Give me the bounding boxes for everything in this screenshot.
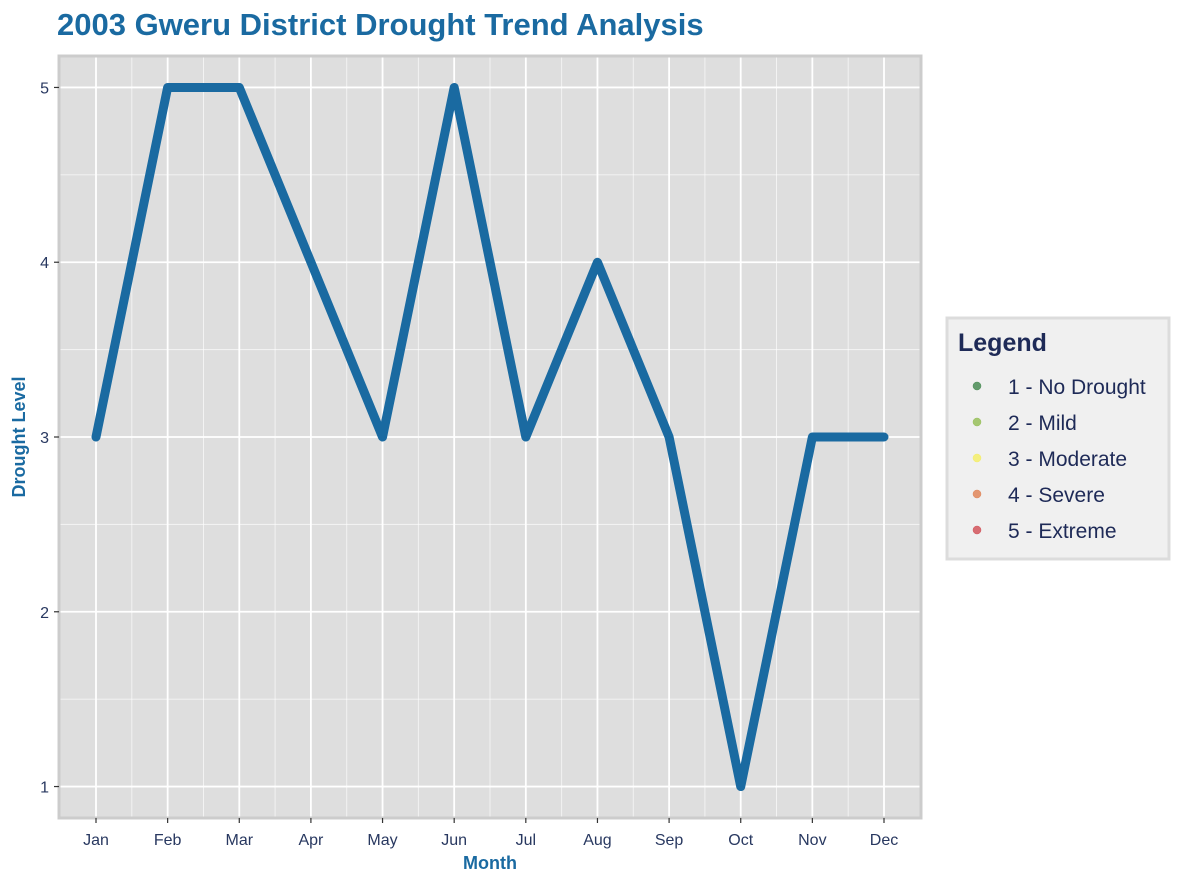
x-tick-label: Aug: [583, 832, 611, 849]
legend-key: [972, 525, 982, 535]
legend-label: 4 - Severe: [1008, 484, 1105, 507]
chart-title: 2003 Gweru District Drought Trend Analys…: [57, 7, 704, 42]
legend-box: [945, 316, 1171, 561]
y-tick-label: 5: [40, 80, 49, 97]
legend-label: 1 - No Drought: [1008, 376, 1146, 399]
x-tick-label: Oct: [728, 832, 753, 849]
legend-label: 5 - Extreme: [1008, 520, 1117, 543]
y-tick-label: 1: [40, 780, 49, 797]
legend-key: [972, 381, 982, 391]
x-tick-label: Dec: [870, 832, 898, 849]
data-point: [308, 260, 313, 265]
x-axis: Jan Feb Mar Apr May Jun Jul Aug Sep Oct Nov Dec: [83, 818, 898, 849]
y-tick-label: 3: [40, 430, 49, 447]
x-tick-label: Mar: [225, 832, 253, 849]
legend-label: 3 - Moderate: [1008, 448, 1127, 471]
legend-key: [972, 453, 982, 463]
legend-key: [972, 489, 982, 499]
legend-items: 1 - No Drought 2 - Mild 3 - Moderate 4 - Se…: [972, 376, 1146, 543]
data-point: [165, 85, 170, 90]
data-point: [667, 435, 672, 439]
x-tick-label: Sep: [655, 832, 684, 849]
data-point: [810, 435, 815, 439]
data-point: [882, 435, 886, 439]
x-tick-label: Jun: [441, 832, 467, 849]
x-tick-label: Apr: [298, 832, 324, 849]
data-point: [380, 435, 385, 439]
data-point: [523, 435, 528, 439]
y-axis-title: Drought Level: [9, 376, 29, 497]
x-tick-label: Jul: [516, 832, 536, 849]
data-point: [738, 784, 743, 789]
y-axis: 1 2 3 4 5: [40, 80, 59, 797]
legend-title: Legend: [958, 329, 1047, 357]
y-tick-label: 2: [40, 605, 49, 622]
data-point: [452, 85, 457, 90]
data-point: [94, 435, 98, 439]
x-axis-title: Month: [463, 853, 517, 873]
x-tick-label: Jan: [83, 832, 109, 849]
legend-key: [972, 417, 982, 427]
x-tick-label: May: [367, 832, 397, 849]
series-layer: [91, 82, 889, 792]
data-point: [237, 85, 242, 90]
legend: Legend 1 - No Drought 2 - Mild 3 - Moderat…: [945, 316, 1171, 561]
legend-label: 2 - Mild: [1008, 412, 1077, 435]
x-tick-label: Nov: [798, 832, 826, 849]
x-tick-label: Feb: [154, 832, 182, 849]
y-tick-label: 4: [40, 255, 49, 272]
data-point: [595, 260, 600, 265]
series-line: [91, 82, 889, 792]
